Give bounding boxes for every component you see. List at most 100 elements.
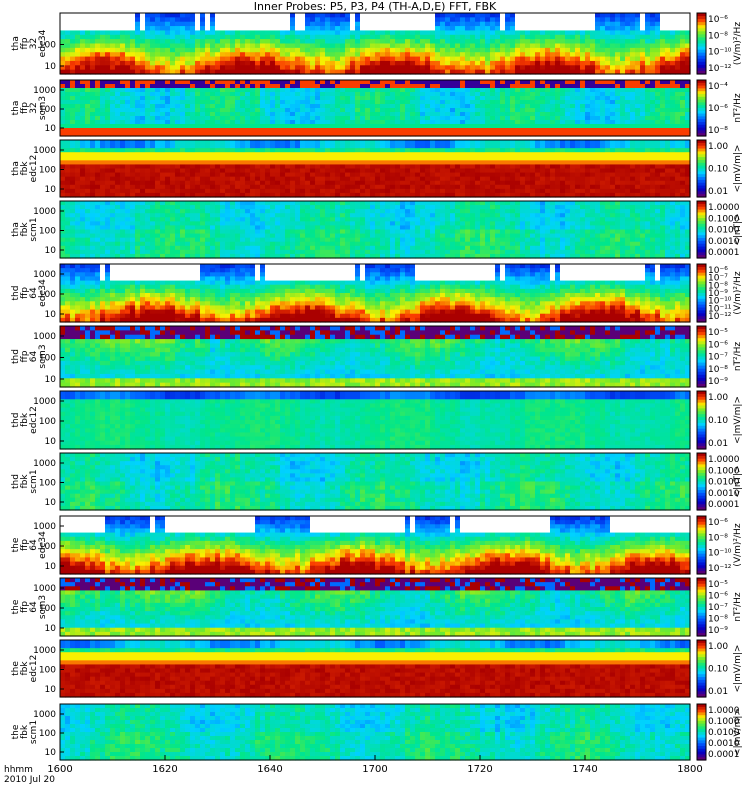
spectrogram-cell xyxy=(160,120,166,125)
spectrogram-cell xyxy=(515,172,521,178)
spectrogram-cell xyxy=(400,80,406,85)
spectrogram-cell xyxy=(290,176,296,182)
spectrogram-cell xyxy=(150,180,156,186)
spectrogram-cell xyxy=(240,26,246,32)
spectrogram-cell xyxy=(425,168,431,174)
spectrogram-cell xyxy=(540,52,546,58)
spectrogram-cell xyxy=(480,39,486,45)
spectrogram-cell xyxy=(325,100,331,105)
spectrogram-cell xyxy=(560,108,566,113)
spectrogram-cell xyxy=(170,128,176,133)
spectrogram-cell xyxy=(445,172,451,178)
spectrogram-cell xyxy=(200,84,206,89)
spectrogram-cell xyxy=(205,144,211,149)
spectrogram-cell xyxy=(590,84,596,89)
spectrogram-cell xyxy=(585,116,591,121)
spectrogram-cell xyxy=(150,43,156,49)
spectrogram-cell xyxy=(615,104,621,109)
spectrogram-cell xyxy=(85,172,91,178)
spectrogram-cell xyxy=(100,13,106,18)
spectrogram-cell xyxy=(165,80,171,85)
spectrogram-cell xyxy=(145,108,151,113)
spectrogram-cell xyxy=(415,69,421,75)
spectrogram-cell xyxy=(410,56,416,62)
spectrogram-cell xyxy=(670,84,676,89)
spectrogram-cell xyxy=(360,30,366,36)
spectrogram-cell xyxy=(85,60,91,66)
spectrogram-cell xyxy=(380,104,386,109)
spectrogram-cell xyxy=(400,188,406,194)
spectrogram-cell xyxy=(85,176,91,182)
spectrogram-cell xyxy=(670,124,676,129)
spectrogram-cell xyxy=(485,92,491,97)
spectrogram-cell xyxy=(180,104,186,109)
spectrogram-cell xyxy=(340,100,346,105)
spectrogram-cell xyxy=(435,84,441,89)
spectrogram-cell xyxy=(80,34,86,40)
spectrogram-cell xyxy=(315,104,321,109)
spectrogram-cell xyxy=(440,128,446,133)
spectrogram-cell xyxy=(390,116,396,121)
spectrogram-cell xyxy=(660,56,666,62)
spectrogram-cell xyxy=(650,34,656,40)
spectrogram-cell xyxy=(235,92,241,97)
spectrogram-cell xyxy=(135,92,141,97)
spectrogram-cell xyxy=(515,96,521,101)
spectrogram-cell xyxy=(415,26,421,32)
spectrogram-cell xyxy=(650,104,656,109)
spectrogram-cell xyxy=(235,116,241,121)
spectrogram-cell xyxy=(675,116,681,121)
spectrogram-cell xyxy=(490,84,496,89)
spectrogram-cell xyxy=(265,108,271,113)
spectrogram-cell xyxy=(480,100,486,105)
spectrogram-cell xyxy=(625,47,631,53)
spectrogram-cell xyxy=(275,88,281,93)
spectrogram-cell xyxy=(220,52,226,58)
spectrogram-cell xyxy=(490,152,496,157)
spectrogram-cell xyxy=(145,56,151,62)
spectrogram-cell xyxy=(495,39,501,45)
spectrogram-cell xyxy=(160,56,166,62)
spectrogram-cell xyxy=(500,30,506,36)
spectrogram-cell xyxy=(490,39,496,45)
spectrogram-cell xyxy=(585,65,591,71)
spectrogram-cell xyxy=(185,116,191,121)
spectrogram-cell xyxy=(120,120,126,125)
spectrogram-cell xyxy=(675,112,681,117)
spectrogram-cell xyxy=(85,30,91,36)
spectrogram-cell xyxy=(465,152,471,157)
spectrogram-cell xyxy=(415,108,421,113)
spectrogram-cell xyxy=(680,84,686,89)
spectrogram-cell xyxy=(235,96,241,101)
spectrogram-cell xyxy=(685,26,691,32)
spectrogram-cell xyxy=(355,69,361,75)
spectrogram-cell xyxy=(480,184,486,190)
spectrogram-cell xyxy=(310,96,316,101)
spectrogram-cell xyxy=(505,160,511,166)
spectrogram-cell xyxy=(270,56,276,62)
spectrogram-cell xyxy=(530,13,536,18)
spectrogram-cell xyxy=(295,132,301,137)
spectrogram-cell xyxy=(185,172,191,178)
spectrogram-cell xyxy=(335,60,341,66)
spectrogram-cell xyxy=(415,100,421,105)
spectrogram-cell xyxy=(235,172,241,178)
spectrogram-cell xyxy=(155,140,161,145)
spectrogram-cell xyxy=(220,43,226,49)
spectrogram-cell xyxy=(335,152,341,157)
spectrogram-cell xyxy=(465,188,471,194)
spectrogram-cell xyxy=(250,108,256,113)
spectrogram-cell xyxy=(260,192,266,198)
spectrogram-cell xyxy=(445,168,451,174)
spectrogram-cell xyxy=(235,192,241,198)
spectrogram-cell xyxy=(415,124,421,129)
spectrogram-cell xyxy=(160,116,166,121)
spectrogram-cell xyxy=(190,132,196,137)
spectrogram-cell xyxy=(305,152,311,157)
spectrogram-cell xyxy=(580,88,586,93)
spectrogram-cell xyxy=(545,56,551,62)
spectrogram-cell xyxy=(230,39,236,45)
spectrogram-cell xyxy=(80,39,86,45)
spectrogram-cell xyxy=(550,104,556,109)
spectrogram-cell xyxy=(560,92,566,97)
